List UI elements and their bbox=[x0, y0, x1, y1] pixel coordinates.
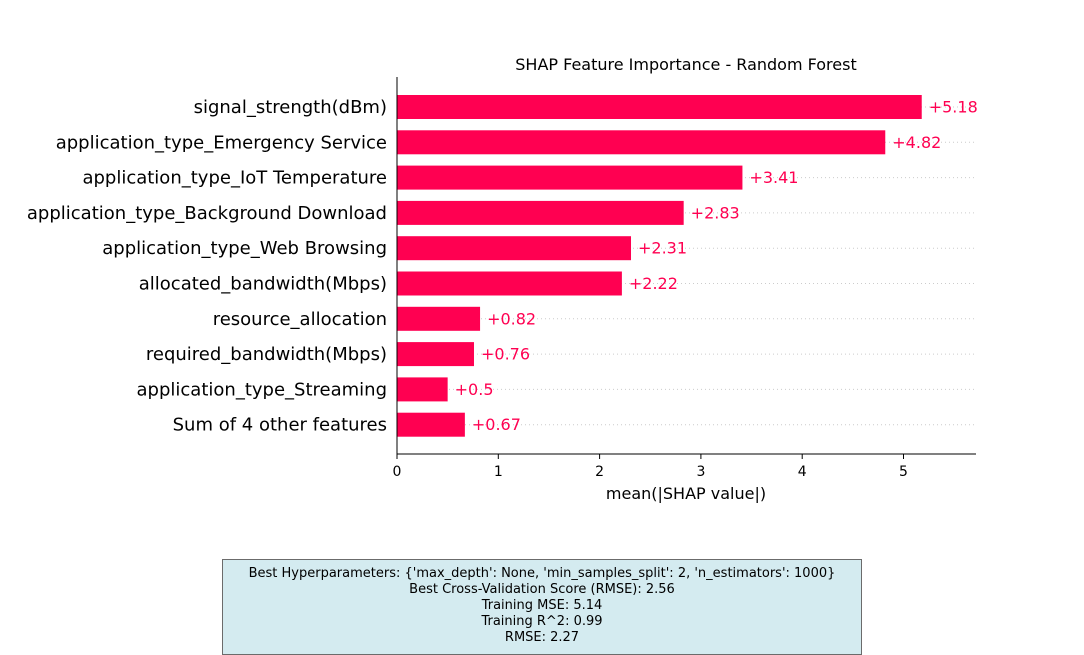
row-guides bbox=[397, 106, 976, 426]
shap-bar-chart: SHAP Feature Importance - Random Forest … bbox=[27, 55, 978, 503]
category-label: application_type_Emergency Service bbox=[56, 132, 387, 153]
value-label: +2.83 bbox=[691, 203, 740, 222]
x-tick-label: 5 bbox=[899, 464, 908, 480]
model-info-box: Best Hyperparameters: {'max_depth': None… bbox=[222, 559, 862, 655]
bars-group bbox=[397, 95, 922, 437]
value-label: +0.67 bbox=[472, 415, 521, 434]
info-best-hyperparameters: Best Hyperparameters: {'max_depth': None… bbox=[248, 566, 836, 581]
info-cv-score: Best Cross-Validation Score (RMSE): 2.56 bbox=[409, 582, 675, 597]
value-label: +2.22 bbox=[629, 274, 678, 293]
x-tick-label: 3 bbox=[696, 464, 705, 480]
bar bbox=[397, 377, 448, 402]
bar bbox=[397, 165, 743, 190]
category-label: required_bandwidth(Mbps) bbox=[146, 344, 387, 365]
category-label: Sum of 4 other features bbox=[173, 415, 387, 436]
bar bbox=[397, 95, 922, 119]
bar bbox=[397, 412, 465, 437]
category-label: resource_allocation bbox=[213, 309, 387, 330]
bar bbox=[397, 342, 474, 367]
x-axis-label: mean(|SHAP value|) bbox=[606, 484, 766, 503]
category-label: allocated_bandwidth(Mbps) bbox=[139, 274, 387, 295]
x-ticks: 0 1 2 3 4 5 bbox=[393, 454, 908, 480]
category-label: application_type_Web Browsing bbox=[102, 238, 387, 259]
value-label: +2.31 bbox=[638, 239, 687, 258]
x-tick-label: 2 bbox=[595, 464, 604, 480]
category-label: signal_strength(dBm) bbox=[194, 97, 387, 118]
category-label: application_type_Background Download bbox=[27, 203, 387, 224]
bar bbox=[397, 306, 481, 331]
x-tick-label: 1 bbox=[494, 464, 503, 480]
value-labels: +5.18 +4.82 +3.41 +2.83+2.31 +2.22 +0.82 +0.76… bbox=[455, 98, 978, 435]
value-label: +4.82 bbox=[892, 133, 941, 152]
x-tick-label: 0 bbox=[393, 464, 402, 480]
x-tick-label: 4 bbox=[798, 464, 807, 480]
value-label: +5.18 bbox=[929, 98, 978, 117]
value-label: +0.5 bbox=[455, 380, 494, 399]
category-label: application_type_Streaming bbox=[137, 379, 387, 400]
value-label: +0.76 bbox=[481, 345, 530, 364]
info-training-mse: Training MSE: 5.14 bbox=[481, 598, 603, 613]
bar bbox=[397, 236, 632, 261]
value-label: +3.41 bbox=[749, 168, 798, 187]
bar bbox=[397, 271, 622, 296]
bar bbox=[397, 200, 684, 225]
bar bbox=[397, 130, 886, 155]
axes bbox=[396, 77, 976, 455]
chart-title: SHAP Feature Importance - Random Forest bbox=[515, 55, 856, 74]
info-training-r2: Training R^2: 0.99 bbox=[481, 614, 603, 629]
info-rmse: RMSE: 2.27 bbox=[504, 630, 580, 645]
value-label: +0.82 bbox=[487, 309, 536, 328]
category-labels: signal_strength(dBm) application_type_Eme… bbox=[27, 97, 387, 436]
category-label: application_type_IoT Temperature bbox=[82, 168, 387, 189]
